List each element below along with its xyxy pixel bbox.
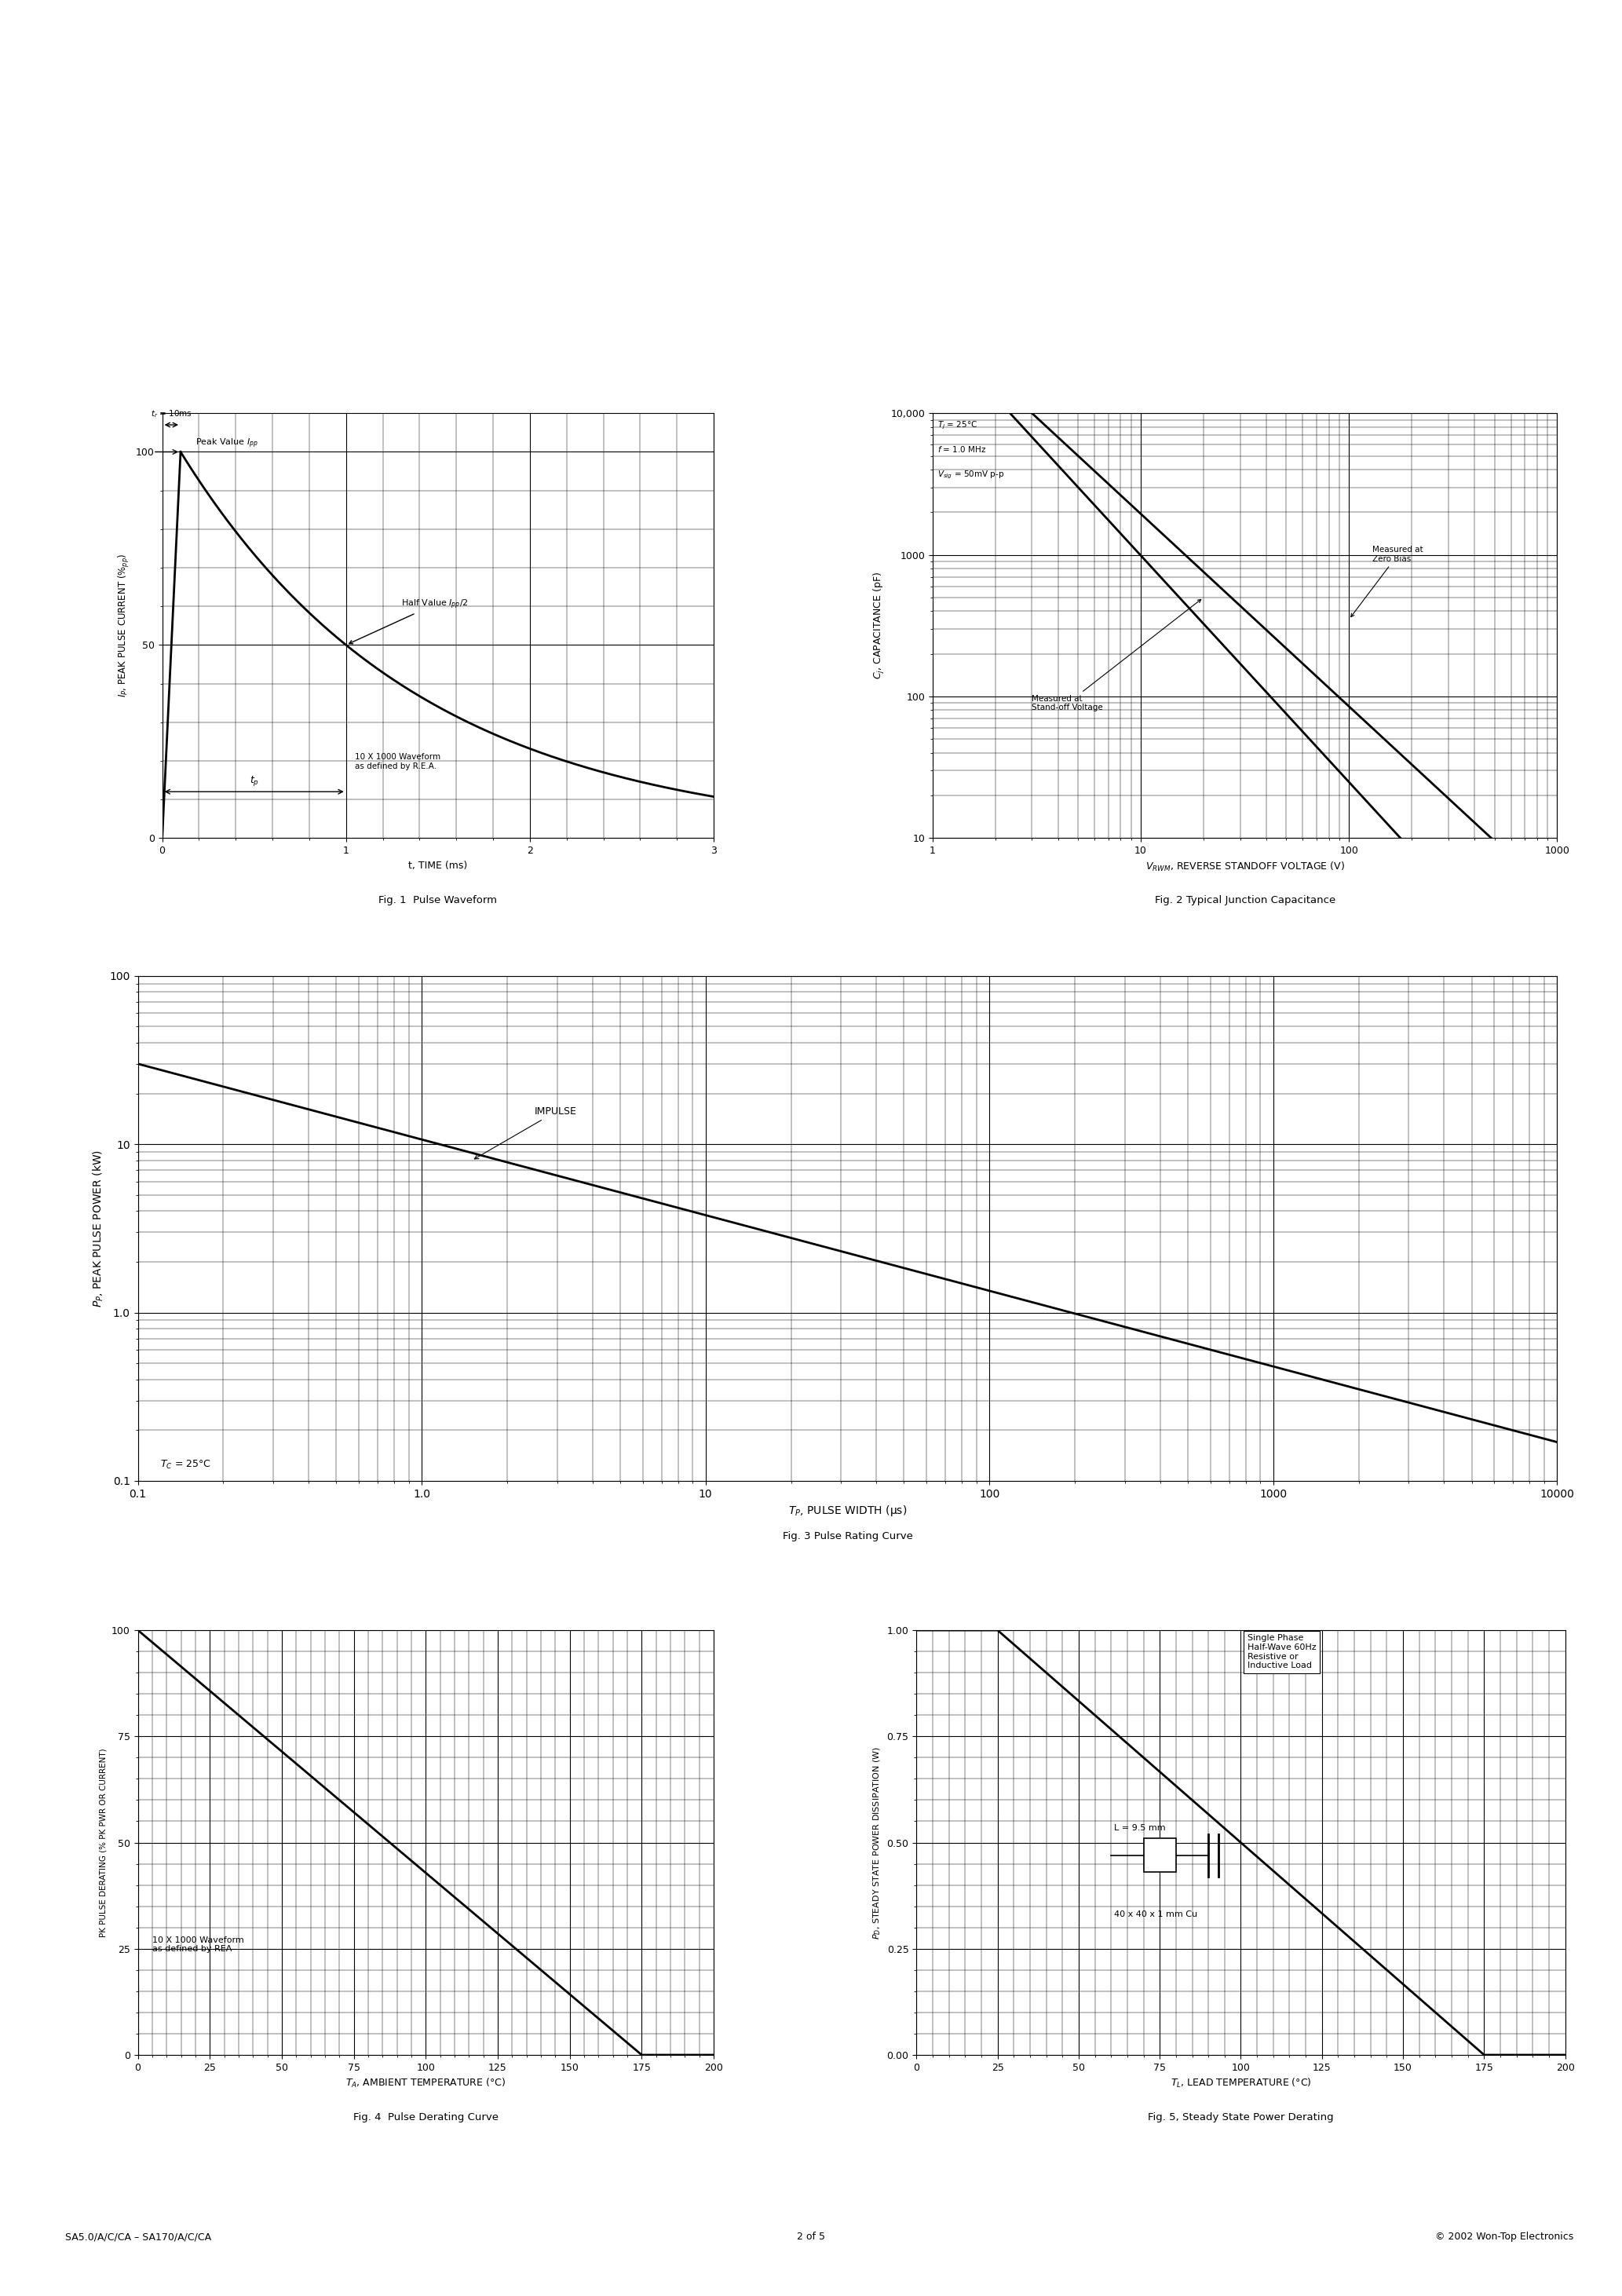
Text: Peak Value $I_{pp}$: Peak Value $I_{pp}$ (195, 436, 258, 450)
Bar (1144, 1839, 1176, 1871)
X-axis label: t, TIME (ms): t, TIME (ms) (409, 861, 467, 870)
Text: Fig. 1  Pulse Waveform: Fig. 1 Pulse Waveform (378, 895, 498, 905)
X-axis label: $T_P$, PULSE WIDTH (µs): $T_P$, PULSE WIDTH (µs) (788, 1504, 907, 1518)
Text: 2 of 5: 2 of 5 (796, 2232, 826, 2241)
Text: Fig. 4  Pulse Derating Curve: Fig. 4 Pulse Derating Curve (354, 2112, 498, 2122)
Text: © 2002 Won-Top Electronics: © 2002 Won-Top Electronics (1435, 2232, 1573, 2241)
Text: $f$ = 1.0 MHz: $f$ = 1.0 MHz (938, 445, 986, 455)
Text: Single Phase
Half-Wave 60Hz
Resistive or
Inductive Load: Single Phase Half-Wave 60Hz Resistive or… (1247, 1635, 1315, 1669)
Text: Measured at
Zero Bias: Measured at Zero Bias (1351, 546, 1424, 618)
X-axis label: $T_A$, AMBIENT TEMPERATURE (°C): $T_A$, AMBIENT TEMPERATURE (°C) (345, 2078, 506, 2089)
Text: $T_j$ = 25°C: $T_j$ = 25°C (938, 420, 976, 432)
Text: Fig. 2 Typical Junction Capacitance: Fig. 2 Typical Junction Capacitance (1155, 895, 1335, 905)
Text: IMPULSE: IMPULSE (474, 1107, 577, 1159)
X-axis label: $V_{RWM}$, REVERSE STANDOFF VOLTAGE (V): $V_{RWM}$, REVERSE STANDOFF VOLTAGE (V) (1145, 861, 1345, 872)
Text: 40 x 40 x 1 mm Cu: 40 x 40 x 1 mm Cu (1114, 1910, 1197, 1919)
Text: L = 9.5 mm: L = 9.5 mm (1114, 1823, 1166, 1832)
Text: SA5.0/A/C/CA – SA170/A/C/CA: SA5.0/A/C/CA – SA170/A/C/CA (65, 2232, 211, 2241)
Text: $t_p$: $t_p$ (250, 774, 260, 788)
Text: $V_{sig}$ = 50mV p-p: $V_{sig}$ = 50mV p-p (938, 471, 1004, 480)
Y-axis label: $P_D$, STEADY STATE POWER DISSIPATION (W): $P_D$, STEADY STATE POWER DISSIPATION (W… (871, 1745, 882, 1940)
Text: Half Value $I_{pp}$/2: Half Value $I_{pp}$/2 (349, 597, 469, 643)
Text: 10 X 1000 Waveform
as defined by R.E.A.: 10 X 1000 Waveform as defined by R.E.A. (355, 753, 441, 769)
Text: Fig. 5, Steady State Power Derating: Fig. 5, Steady State Power Derating (1148, 2112, 1333, 2122)
Y-axis label: $P_P$, PEAK PULSE POWER (kW): $P_P$, PEAK PULSE POWER (kW) (91, 1150, 105, 1306)
Y-axis label: $I_P$, PEAK PULSE CURRENT (%$_{pp}$): $I_P$, PEAK PULSE CURRENT (%$_{pp}$) (117, 553, 131, 698)
Y-axis label: PK PULSE DERATING (% PK PWR OR CURRENT): PK PULSE DERATING (% PK PWR OR CURRENT) (99, 1747, 107, 1938)
Y-axis label: $C_j$, CAPACITANCE (pF): $C_j$, CAPACITANCE (pF) (873, 572, 886, 680)
Text: Fig. 3 Pulse Rating Curve: Fig. 3 Pulse Rating Curve (782, 1531, 913, 1541)
Text: Measured at
Stand-off Voltage: Measured at Stand-off Voltage (1032, 599, 1200, 712)
X-axis label: $T_L$, LEAD TEMPERATURE (°C): $T_L$, LEAD TEMPERATURE (°C) (1171, 2078, 1311, 2089)
Text: $t_r$ = 10ms: $t_r$ = 10ms (151, 409, 191, 420)
Text: $T_C$ = 25°C: $T_C$ = 25°C (161, 1458, 211, 1472)
Text: 10 X 1000 Waveform
as defined by REA: 10 X 1000 Waveform as defined by REA (152, 1936, 243, 1954)
